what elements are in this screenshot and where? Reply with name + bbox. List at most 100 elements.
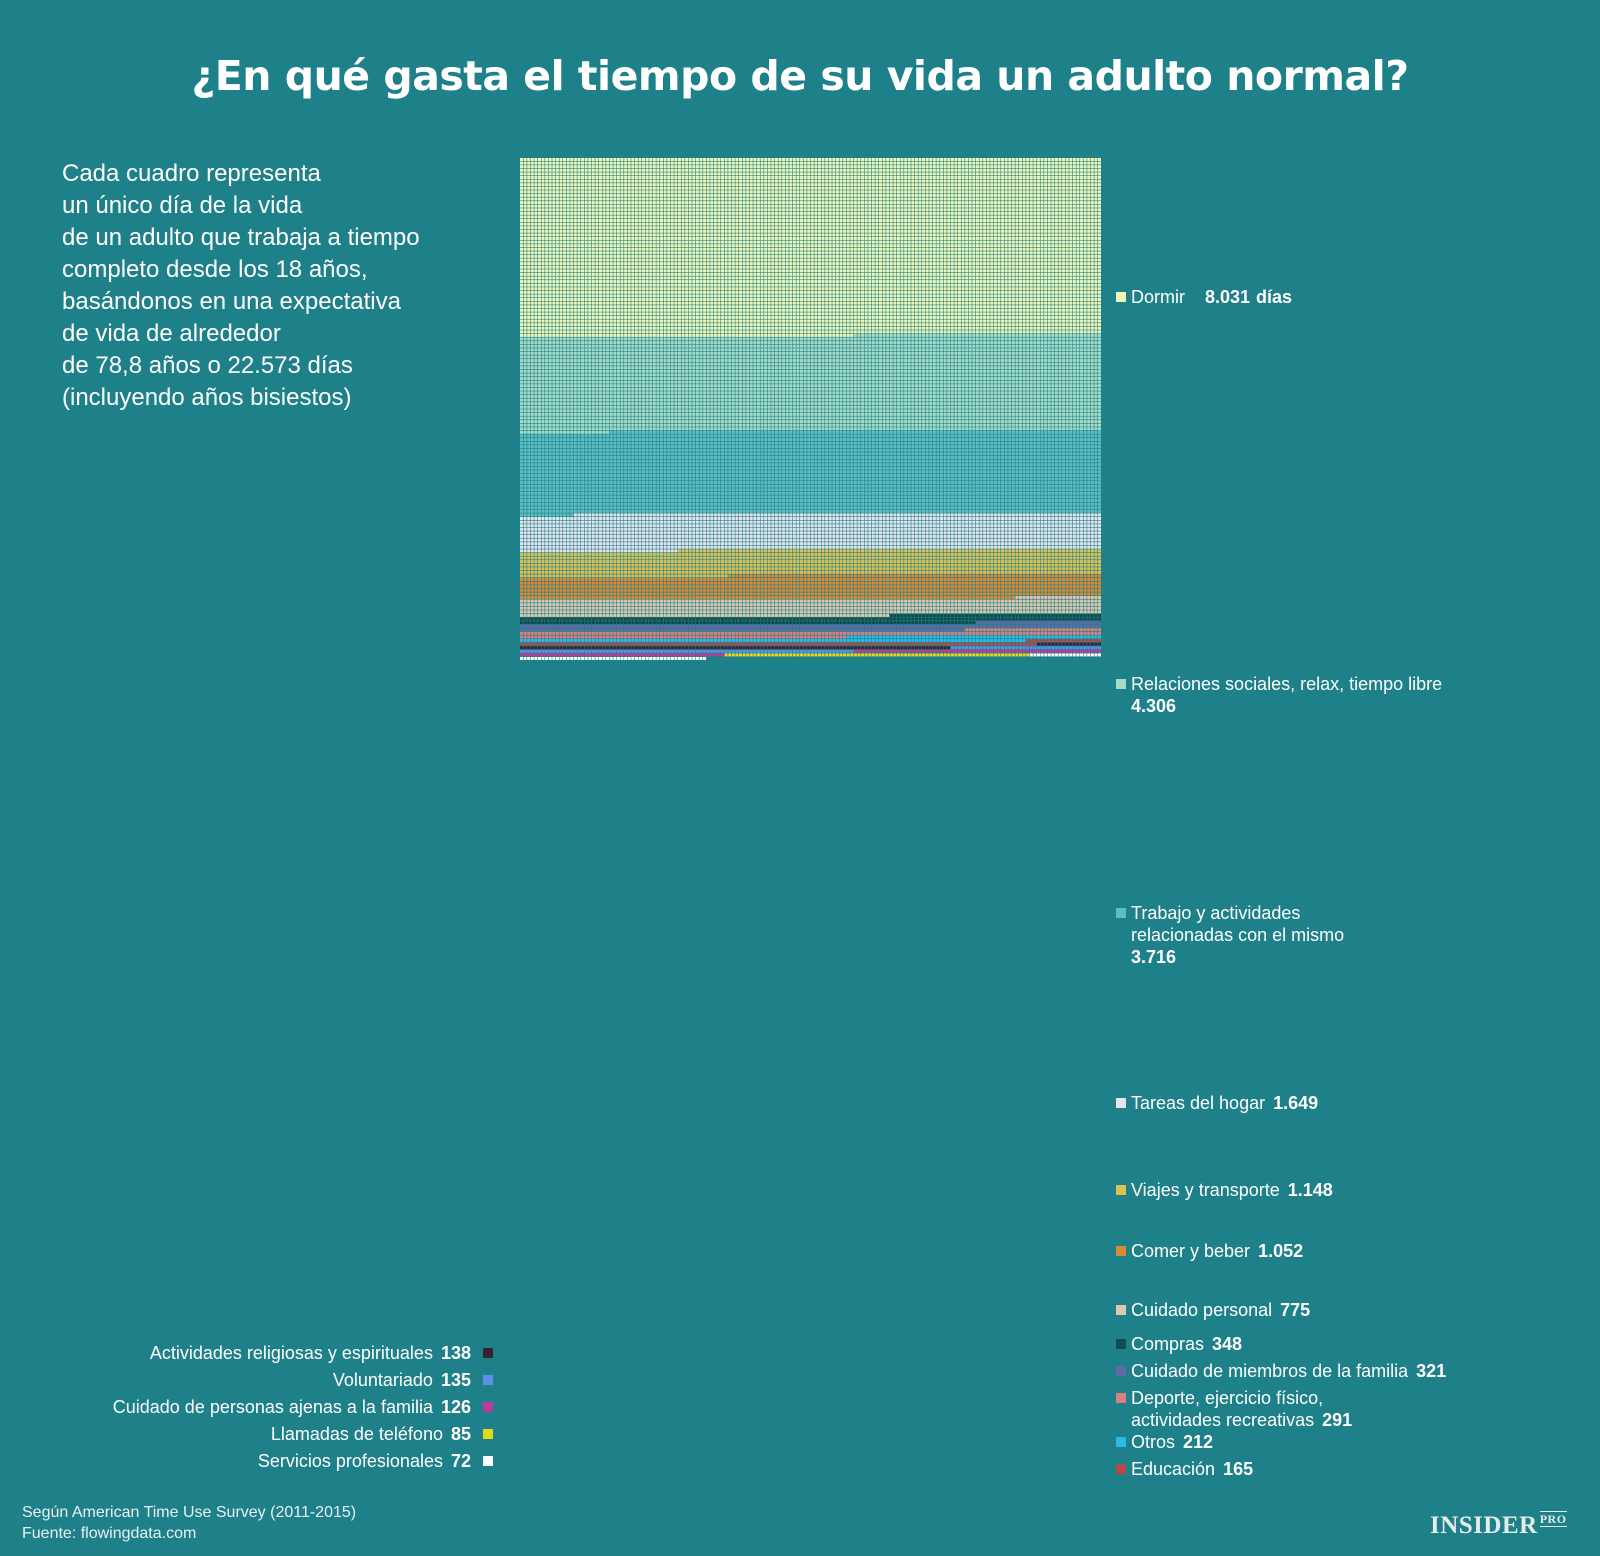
day-cell — [968, 158, 972, 161]
day-cell — [803, 193, 807, 197]
day-cell — [1001, 179, 1005, 183]
day-cell — [523, 240, 527, 244]
day-cell — [616, 197, 620, 201]
day-cell — [810, 233, 814, 237]
day-cell — [850, 240, 854, 244]
day-cell — [979, 179, 983, 183]
day-cell — [634, 222, 638, 226]
day-cell — [1019, 161, 1023, 165]
day-cell — [954, 233, 958, 237]
day-cell — [1062, 190, 1066, 194]
day-cell — [581, 193, 585, 197]
day-cell — [731, 258, 735, 262]
day-cell — [850, 158, 854, 161]
day-cell — [1044, 204, 1048, 208]
day-cell — [692, 254, 696, 258]
day-cell — [1062, 161, 1066, 165]
day-cell — [1097, 219, 1101, 223]
day-cell — [527, 183, 531, 187]
day-cell — [925, 193, 929, 197]
day-cell — [832, 233, 836, 237]
day-cell — [900, 204, 904, 208]
day-cell — [825, 190, 829, 194]
day-cell — [893, 197, 897, 201]
day-cell — [846, 211, 850, 215]
day-cell — [738, 175, 742, 179]
day-cell — [703, 165, 707, 169]
day-cell — [968, 240, 972, 244]
day-cell — [731, 172, 735, 176]
day-cell — [767, 172, 771, 176]
day-cell — [1076, 175, 1080, 179]
day-cell — [545, 197, 549, 201]
day-cell — [1065, 175, 1069, 179]
day-cell — [670, 161, 674, 165]
day-cell — [652, 158, 656, 161]
day-cell — [670, 247, 674, 251]
day-cell — [660, 183, 664, 187]
day-cell — [1058, 226, 1062, 230]
day-cell — [1026, 204, 1030, 208]
day-cell — [918, 179, 922, 183]
day-cell — [520, 168, 523, 172]
day-cell — [832, 240, 836, 244]
day-cell — [792, 208, 796, 212]
day-cell — [857, 193, 861, 197]
day-cell — [817, 186, 821, 190]
day-cell — [979, 168, 983, 172]
day-cell — [738, 179, 742, 183]
day-cell — [832, 244, 836, 248]
day-cell — [803, 262, 807, 266]
day-cell — [1090, 215, 1094, 219]
day-cell — [907, 254, 911, 258]
day-cell — [606, 208, 610, 212]
day-cell — [800, 254, 804, 258]
day-cell — [606, 201, 610, 205]
day-cell — [1029, 233, 1033, 237]
day-cell — [717, 172, 721, 176]
day-cell — [721, 251, 725, 255]
day-cell — [703, 222, 707, 226]
day-cell — [764, 204, 768, 208]
day-cell — [588, 240, 592, 244]
intro-line: de un adulto que trabaja a tiempo — [62, 222, 420, 254]
day-cell — [882, 258, 886, 262]
day-cell — [1001, 158, 1005, 161]
day-cell — [749, 186, 753, 190]
day-cell — [756, 258, 760, 262]
day-cell — [907, 183, 911, 187]
day-cell — [792, 254, 796, 258]
day-cell — [803, 175, 807, 179]
day-cell — [922, 197, 926, 201]
day-cell — [904, 158, 908, 161]
day-cell — [825, 204, 829, 208]
day-cell — [1001, 226, 1005, 230]
day-cell — [889, 254, 893, 258]
day-cell — [566, 179, 570, 183]
day-cell — [1051, 186, 1055, 190]
day-cell — [688, 240, 692, 244]
day-cell — [638, 161, 642, 165]
day-cell — [911, 197, 915, 201]
day-cell — [932, 254, 936, 258]
day-cell — [620, 229, 624, 233]
day-cell — [598, 240, 602, 244]
day-cell — [602, 208, 606, 212]
day-cell — [814, 229, 818, 233]
day-cell — [710, 222, 714, 226]
day-cell — [670, 233, 674, 237]
day-cell — [559, 211, 563, 215]
day-cell — [1040, 262, 1044, 266]
day-cell — [767, 254, 771, 258]
day-cell — [904, 183, 908, 187]
day-cell — [950, 215, 954, 219]
day-cell — [738, 158, 742, 161]
day-cell — [922, 226, 926, 230]
day-cell — [932, 262, 936, 266]
day-cell — [850, 247, 854, 251]
day-cell — [936, 219, 940, 223]
day-cell — [728, 258, 732, 262]
day-cell — [778, 233, 782, 237]
day-cell — [932, 201, 936, 205]
day-cell — [868, 244, 872, 248]
